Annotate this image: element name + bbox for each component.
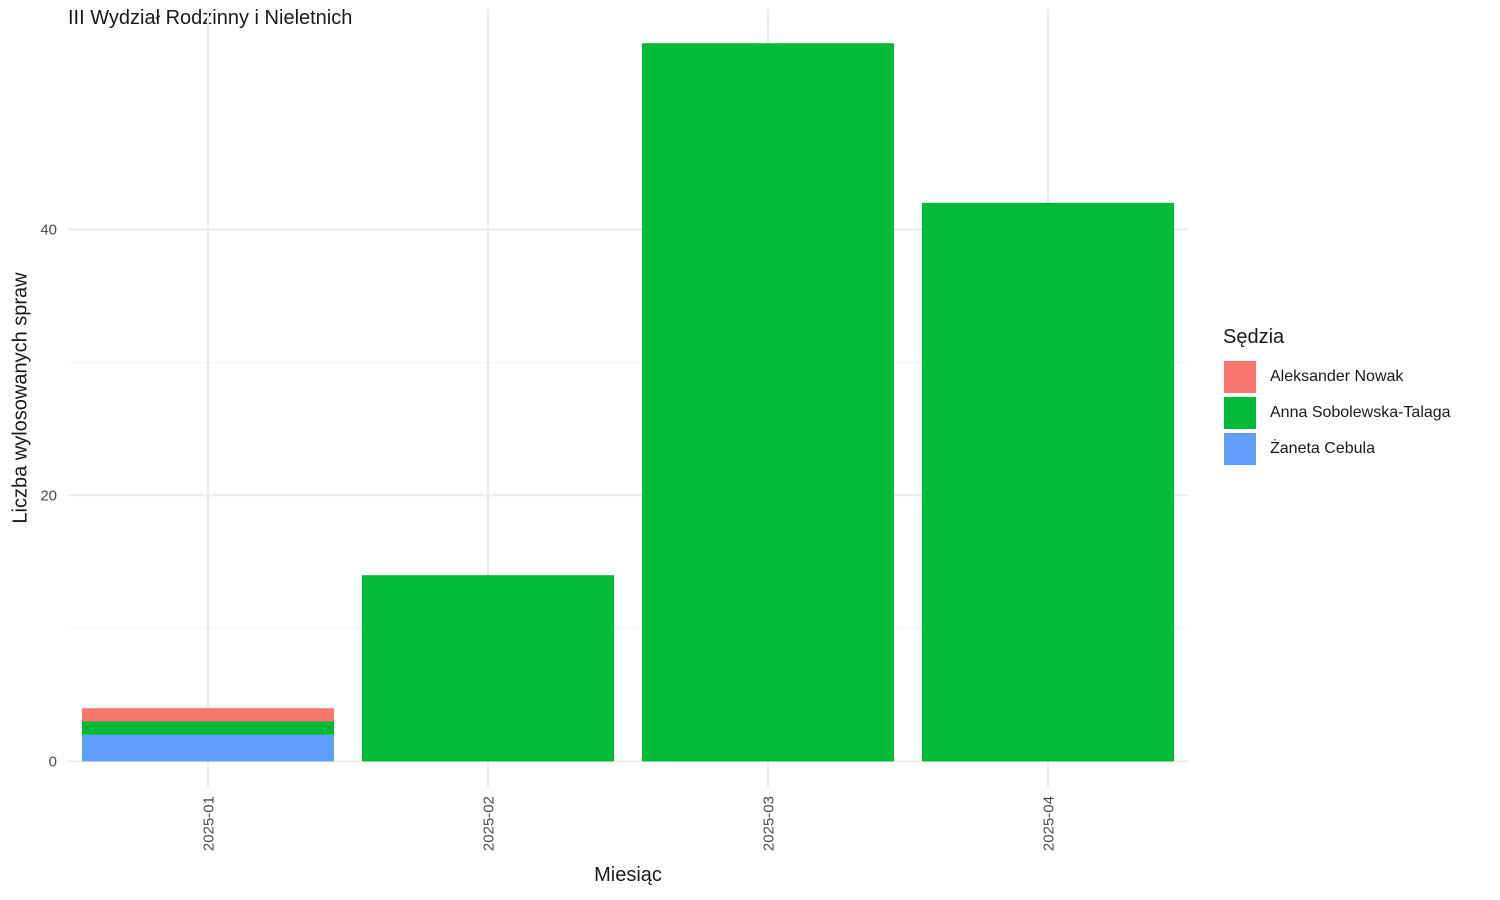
legend-item-aleksander-nowak: Aleksander Nowak xyxy=(1223,359,1451,395)
legend-key-zaneta-cebula xyxy=(1223,432,1257,466)
bar-segment xyxy=(362,575,614,762)
y-tick-label: 20 xyxy=(40,487,57,504)
chart-title: III Wydział Rodzinny i Nieletnich xyxy=(68,7,353,29)
x-axis-label: Miesiąc xyxy=(594,864,662,886)
bar-segment xyxy=(82,734,334,762)
legend-item-zaneta-cebula: Żaneta Cebula xyxy=(1223,431,1451,467)
y-tick-label: 40 xyxy=(40,221,57,238)
legend-key-anna-sobolewska-talaga xyxy=(1223,396,1257,430)
legend: Sędzia Aleksander Nowak Anna Sobolewska-… xyxy=(1223,326,1451,467)
axis-labels: 0 20 40 2025-01 2025-02 2025-03 2025-04 xyxy=(40,221,1057,851)
legend-item-anna-sobolewska-talaga: Anna Sobolewska-Talaga xyxy=(1223,395,1451,431)
legend-label: Aleksander Nowak xyxy=(1270,368,1404,385)
y-axis-label: Liczba wylosowanych spraw xyxy=(9,272,32,524)
bar-segment xyxy=(82,708,334,722)
legend-label: Anna Sobolewska-Talaga xyxy=(1270,404,1451,421)
legend-title: Sędzia xyxy=(1223,326,1285,348)
x-tick-label: 2025-02 xyxy=(480,796,497,851)
legend-label: Żaneta Cebula xyxy=(1270,440,1375,457)
bar-segment xyxy=(922,202,1174,762)
x-tick-label: 2025-04 xyxy=(1040,796,1057,851)
bar-segment xyxy=(642,43,894,762)
x-tick-label: 2025-03 xyxy=(760,796,777,851)
bar-segment xyxy=(82,721,334,735)
bars xyxy=(82,43,1174,762)
x-tick-label: 2025-01 xyxy=(200,796,217,851)
y-tick-label: 0 xyxy=(49,753,57,770)
legend-key-aleksander-nowak xyxy=(1223,360,1257,394)
